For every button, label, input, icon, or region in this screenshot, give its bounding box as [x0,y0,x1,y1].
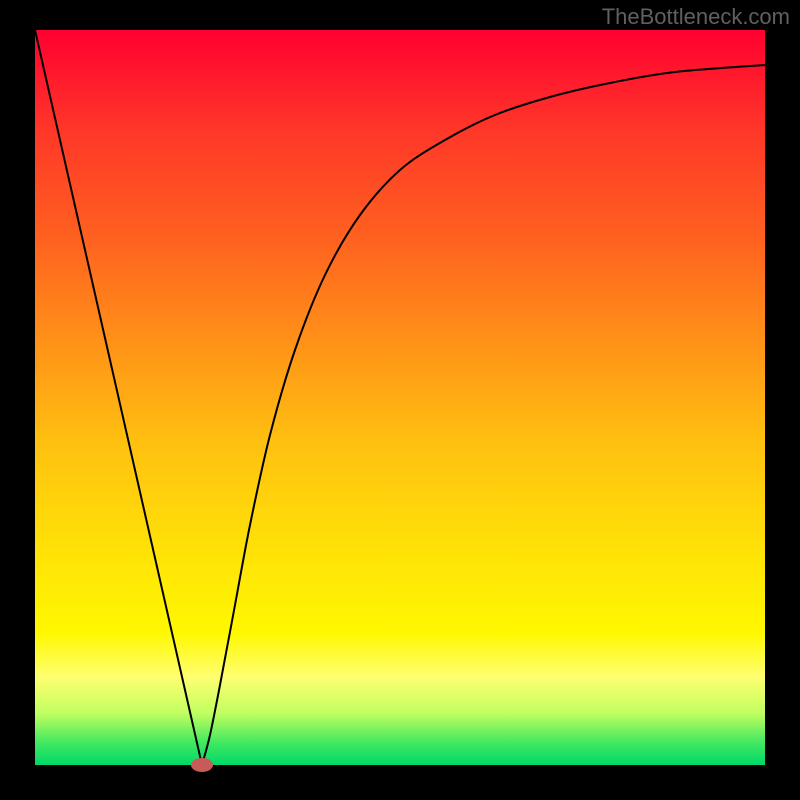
chart-container: TheBottleneck.com [0,0,800,800]
bottleneck-chart [0,0,800,800]
plot-background [35,30,765,765]
watermark-text: TheBottleneck.com [602,4,790,30]
optimal-point-marker [191,758,213,772]
